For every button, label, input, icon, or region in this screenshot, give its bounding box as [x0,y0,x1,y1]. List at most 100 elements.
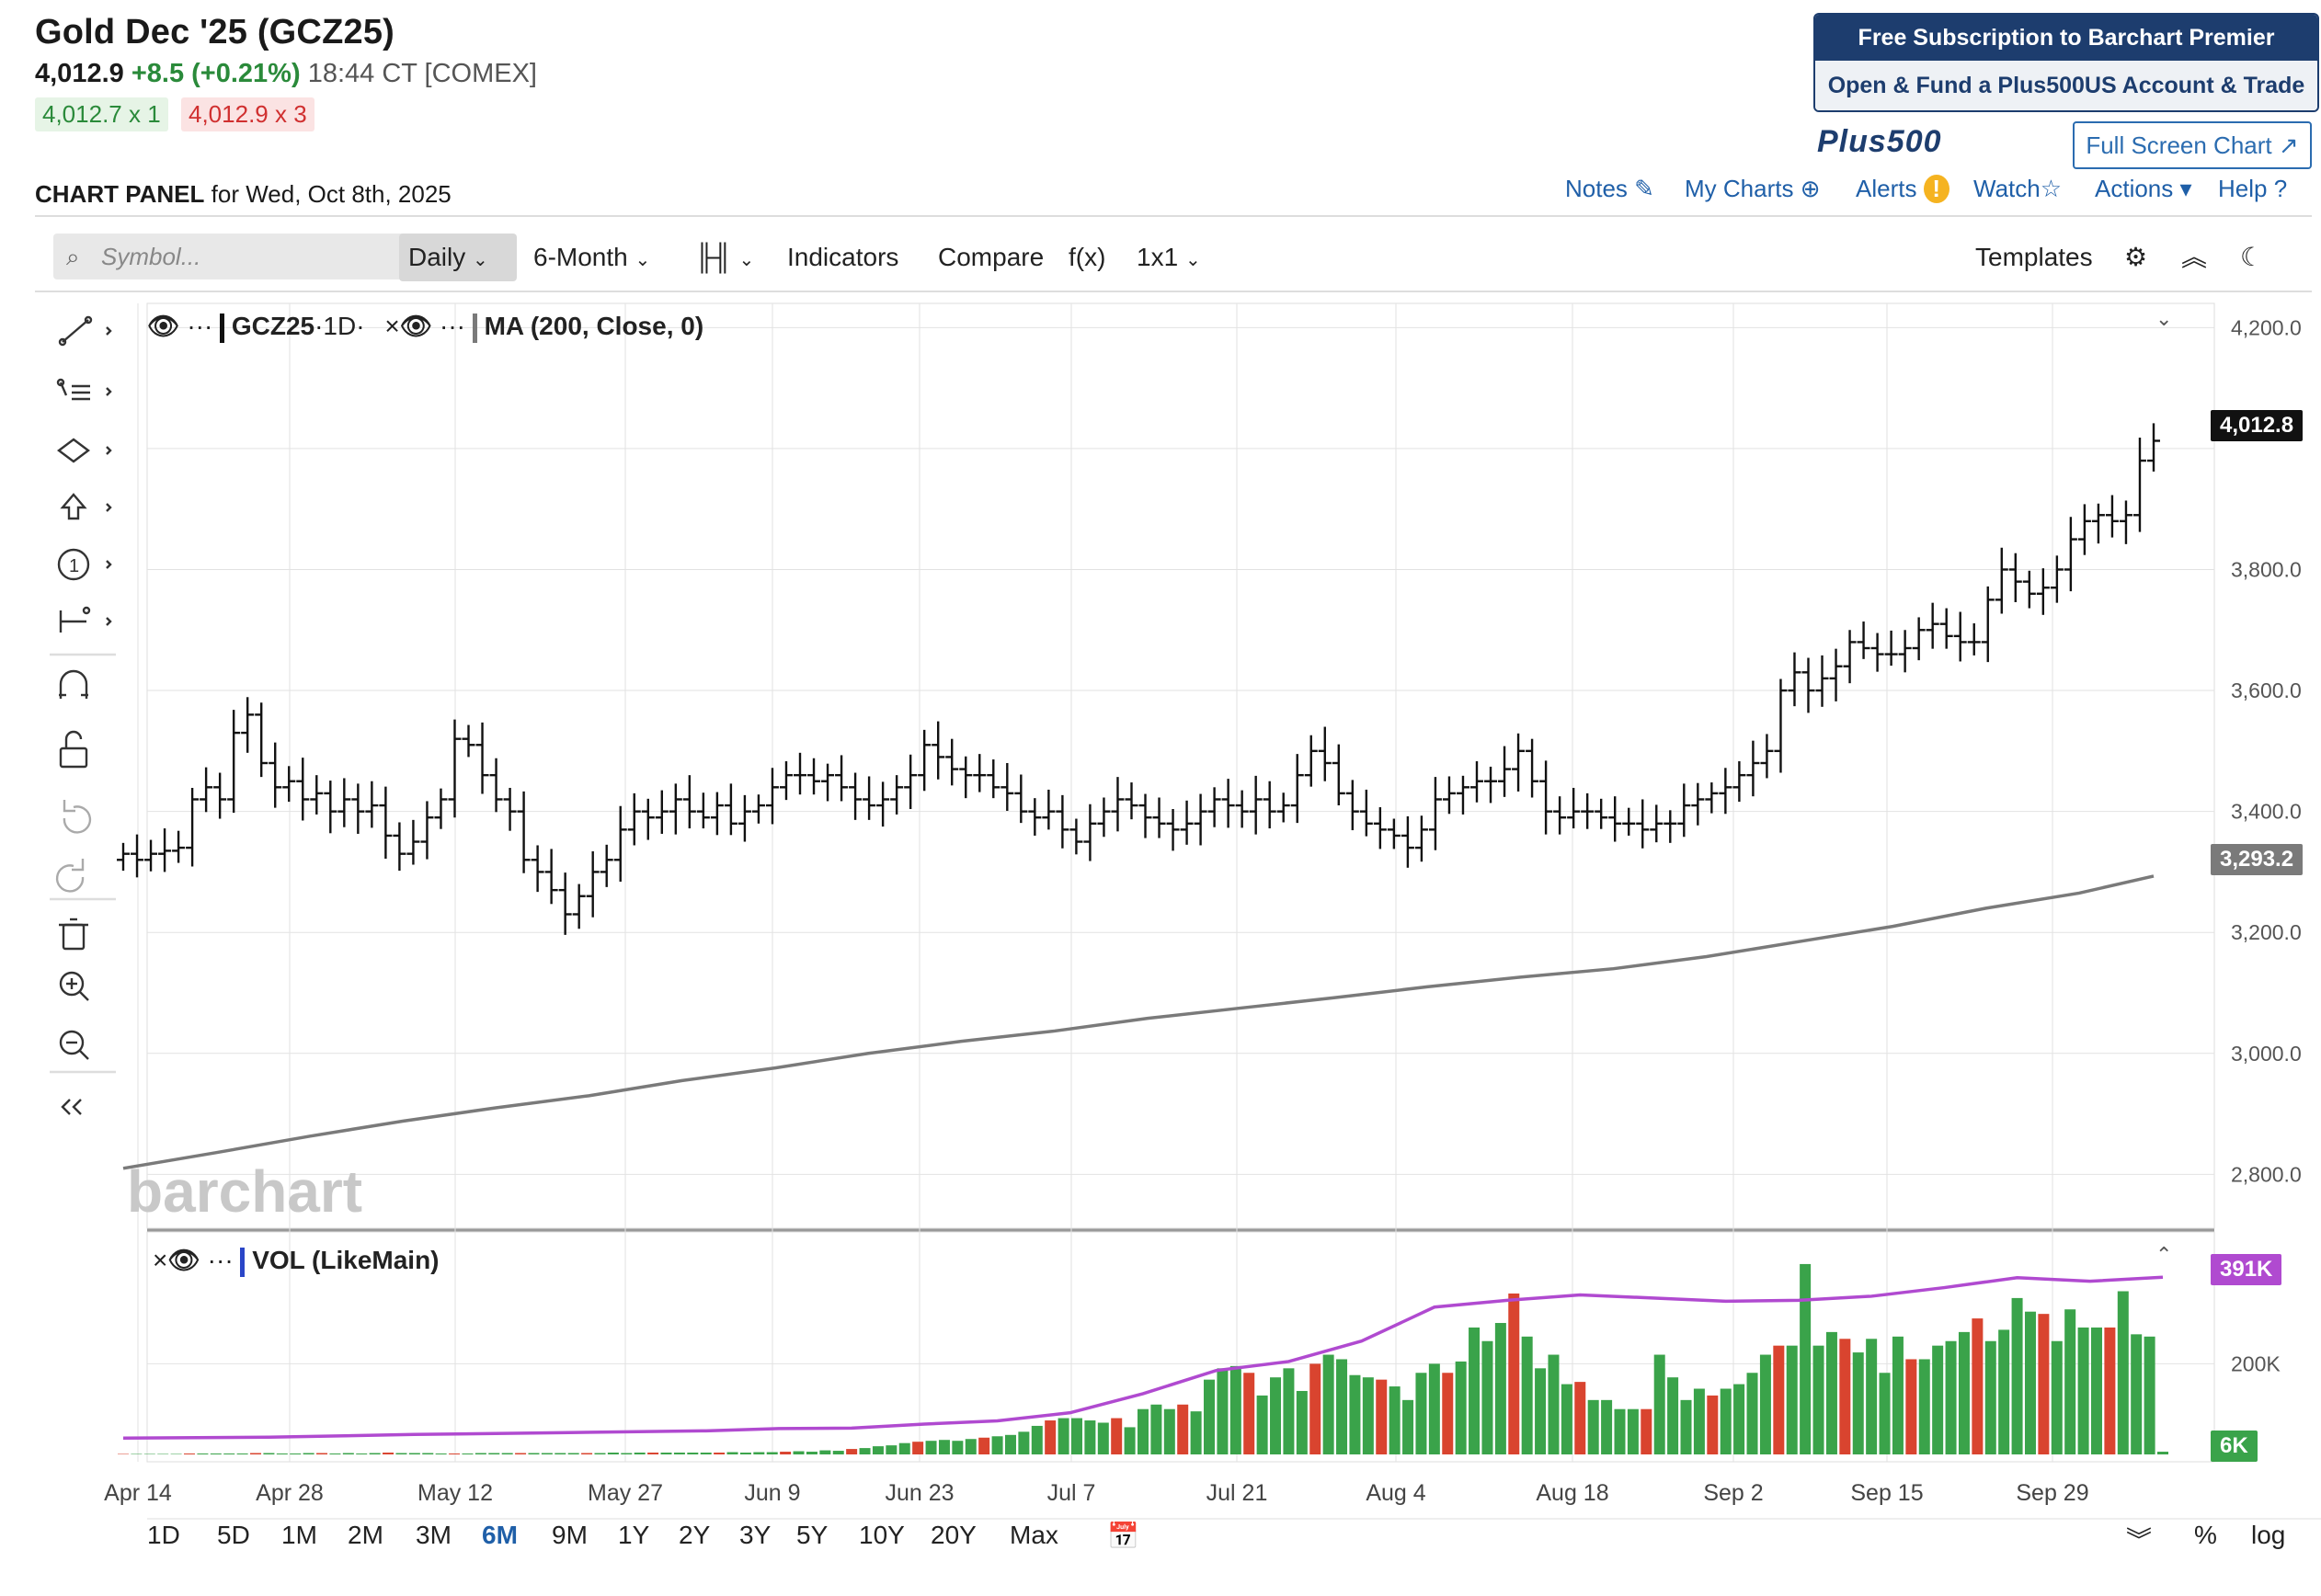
ma-value-tag: 3,293.2 [2211,844,2304,875]
redo-icon[interactable] [55,859,85,893]
range-3m-button[interactable]: 3M [416,1521,452,1549]
undo-icon[interactable] [63,800,92,834]
alerts-link[interactable]: Alerts ! [1856,175,1949,203]
chevron-up-icon[interactable]: ⌃ [2155,1243,2173,1266]
price-bar [1788,652,1801,707]
volume-bar [714,1453,726,1454]
price-bar [117,842,130,872]
volume-bar [1045,1420,1057,1454]
volume-bar [2077,1327,2089,1454]
volume-bar [700,1453,712,1454]
more-icon[interactable]: ··· [179,312,221,340]
zoom-out-icon[interactable] [59,1030,89,1060]
promo-banner[interactable]: Free Subscription to Barchart Premier Op… [1813,13,2319,112]
eye-icon[interactable]: 👁 [147,312,180,340]
settings-gear-icon[interactable]: ⚙ [2124,243,2148,271]
range-5y-button[interactable]: 5Y [796,1521,829,1549]
price-bar [475,722,489,794]
promo-premier-link[interactable]: Free Subscription to Barchart Premier [1815,15,2317,61]
price-bar [1428,777,1442,850]
volume-bar [1587,1399,1599,1454]
annotation-number-icon[interactable]: 1 [57,548,112,581]
my-charts-link[interactable]: My Charts ⊕ [1685,175,1821,203]
range-5d-button[interactable]: 5D [217,1521,250,1549]
collapse-up-icon[interactable]: ︽ [2181,243,2208,271]
more-icon[interactable]: ··· [200,1246,241,1274]
range-1m-button[interactable]: 1M [281,1521,317,1549]
price-bar [1028,798,1042,836]
price-bar [158,828,172,872]
price-tick-label: 3,600.0 [2231,678,2302,702]
magnet-icon[interactable] [59,669,88,699]
interval-select[interactable]: Daily ⌄ [399,234,517,281]
range-9m-button[interactable]: 9M [552,1521,588,1549]
symbol-search-input[interactable]: ⌕ Symbol... [53,234,430,279]
templates-button[interactable]: Templates [1975,243,2093,271]
calendar-icon[interactable]: 📅 [1107,1522,1139,1550]
log-toggle[interactable]: log [2251,1521,2286,1549]
actions-menu[interactable]: Actions ▾ [2095,175,2192,203]
help-link[interactable]: Help ? [2218,175,2287,203]
layout-select[interactable]: 1x1 ⌄ [1137,234,1201,281]
volume-bar [1070,1418,1082,1454]
range-max-button[interactable]: Max [1010,1521,1058,1549]
close-icon[interactable]: × [384,312,400,340]
price-bar [213,772,227,819]
volume-bar [753,1452,765,1454]
chevron-down-icon[interactable]: ⌄ [2155,307,2173,330]
full-screen-chart-button[interactable]: Full Screen Chart ↗ [2073,121,2312,169]
promo-plus500-link[interactable]: Open & Fund a Plus500US Account & Trade [1815,61,2317,110]
eye-icon[interactable]: 👁 [167,1246,200,1274]
eye-icon[interactable]: 👁 [399,312,433,340]
more-icon[interactable]: ··· [432,312,473,340]
indicators-button[interactable]: Indicators [787,243,899,271]
range-1d-button[interactable]: 1D [147,1521,180,1549]
range-6m-button[interactable]: 6M [482,1521,518,1549]
price-bar [1263,781,1276,829]
unlock-icon[interactable] [59,730,88,769]
time-tick-label: Sep 2 [1703,1480,1763,1506]
trendline-tool-icon[interactable] [58,315,112,347]
bar-type-select[interactable]: ╟╢ ⌄ [695,234,754,281]
price-tick-label: 3,000.0 [2231,1042,2302,1066]
notes-link[interactable]: Notes ✎ [1565,175,1654,203]
range-3y-button[interactable]: 3Y [739,1521,772,1549]
double-chevron-down-icon[interactable]: ︾ [2126,1526,2153,1555]
price-bar [503,787,517,831]
price-bar [172,830,186,863]
volume-bar [2024,1311,2036,1454]
price-change: +8.5 (+0.21%) [131,59,301,88]
volume-bar [1455,1361,1467,1454]
volume-bar [1759,1354,1771,1454]
compare-button[interactable]: Compare [938,243,1045,271]
shapes-tool-icon[interactable] [57,438,112,463]
range-1y-button[interactable]: 1Y [618,1521,650,1549]
range-2m-button[interactable]: 2M [348,1521,383,1549]
measure-tool-icon[interactable] [59,606,112,633]
price-bar [2022,570,2036,609]
watch-link[interactable]: Watch☆ [1973,175,2062,203]
price-bar [751,794,765,824]
price-bar [1456,775,1469,815]
zoom-in-icon[interactable] [59,971,89,1001]
time-tick-label: Jul 7 [1047,1480,1096,1506]
edit-icon: ✎ [1634,175,1654,202]
range-2y-button[interactable]: 2Y [679,1521,711,1549]
fib-tool-icon[interactable] [56,378,112,401]
close-icon[interactable]: × [153,1246,168,1274]
collapse-sidebar-icon[interactable] [61,1099,82,1115]
dark-mode-moon-icon[interactable]: ☾ [2240,243,2264,271]
range-10y-button[interactable]: 10Y [859,1521,905,1549]
percent-toggle[interactable]: % [2194,1521,2217,1549]
function-button[interactable]: f(x) [1069,243,1106,271]
price-bar [807,758,821,795]
arrow-tool-icon[interactable] [60,493,112,520]
volume-bar [1362,1377,1374,1454]
range-20y-button[interactable]: 20Y [931,1521,977,1549]
price-bar [2008,553,2022,602]
period-select[interactable]: 6-Month ⌄ [533,234,650,281]
trash-icon[interactable] [59,918,88,951]
external-arrow-icon: ↗ [2278,131,2299,159]
volume-bar [1018,1431,1030,1454]
price-bar [462,724,475,758]
